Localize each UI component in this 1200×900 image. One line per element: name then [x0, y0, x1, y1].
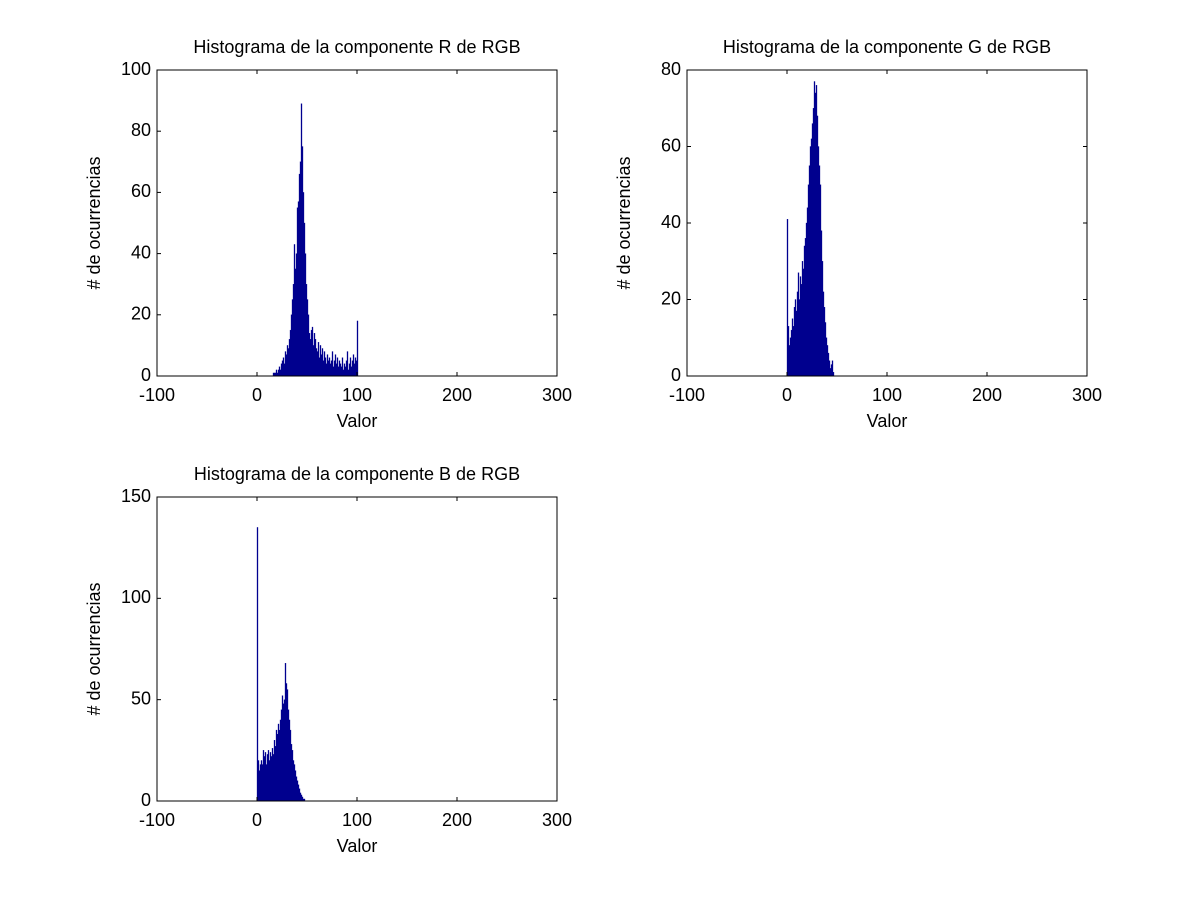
y-tick-label: 100	[121, 587, 151, 607]
bar	[830, 364, 833, 377]
x-tick-label: 200	[972, 385, 1002, 405]
bar	[800, 284, 803, 377]
bar	[786, 219, 789, 377]
chart-title: Histograma de la componente R de RGB	[193, 37, 520, 57]
bar	[814, 92, 817, 377]
bar	[812, 108, 815, 377]
bar	[805, 222, 808, 377]
y-tick-label: 0	[671, 365, 681, 385]
chart-title: Histograma de la componente B de RGB	[194, 464, 520, 484]
bar	[807, 184, 810, 377]
bar	[804, 238, 807, 377]
bar	[818, 165, 821, 377]
bar	[797, 272, 800, 377]
y-tick-label: 60	[661, 135, 681, 155]
bar	[796, 291, 799, 377]
bar	[820, 230, 823, 377]
x-tick-label: 0	[252, 385, 262, 405]
x-tick-label: 200	[442, 385, 472, 405]
bar	[811, 123, 814, 377]
x-tick-label: -100	[669, 385, 705, 405]
y-tick-label: 80	[131, 120, 151, 140]
bar	[256, 527, 259, 802]
bar	[817, 146, 820, 377]
bar	[788, 345, 791, 377]
bar	[810, 138, 813, 377]
bar	[826, 345, 829, 377]
y-tick-label: 50	[131, 688, 151, 708]
bar	[356, 320, 359, 377]
y-axis-label: # de ocurrencias	[614, 156, 634, 289]
bar	[798, 299, 801, 377]
bar	[816, 115, 819, 377]
x-tick-label: -100	[139, 810, 175, 830]
x-tick-label: 300	[542, 385, 572, 405]
y-tick-label: 40	[131, 242, 151, 262]
bar	[813, 81, 816, 377]
bar	[787, 326, 790, 377]
bar	[803, 245, 806, 377]
x-tick-label: 200	[442, 810, 472, 830]
bar	[821, 261, 824, 377]
bar	[790, 329, 793, 377]
x-axis-label: Valor	[867, 411, 908, 431]
y-tick-label: 40	[661, 212, 681, 232]
y-tick-label: 60	[131, 181, 151, 201]
y-tick-label: 80	[661, 59, 681, 79]
bar	[793, 306, 796, 377]
bar	[802, 268, 805, 377]
bar	[791, 318, 794, 377]
bar	[829, 368, 832, 377]
x-tick-label: -100	[139, 385, 175, 405]
y-tick-label: 0	[141, 365, 151, 385]
x-tick-label: 100	[342, 810, 372, 830]
bar	[799, 276, 802, 377]
bar	[823, 306, 826, 377]
bar	[827, 352, 830, 377]
bar	[792, 326, 795, 377]
y-tick-label: 20	[661, 288, 681, 308]
x-tick-label: 100	[872, 385, 902, 405]
bar	[795, 310, 798, 377]
x-axis-label: Valor	[337, 411, 378, 431]
y-axis-label: # de ocurrencias	[84, 156, 104, 289]
x-tick-label: 100	[342, 385, 372, 405]
bar	[794, 299, 797, 377]
x-tick-label: 300	[1072, 385, 1102, 405]
y-tick-label: 150	[121, 486, 151, 506]
bar	[815, 85, 818, 377]
y-tick-label: 0	[141, 790, 151, 810]
x-axis-label: Valor	[337, 836, 378, 856]
bar	[806, 207, 809, 377]
bar	[819, 184, 822, 377]
chart-title: Histograma de la componente G de RGB	[723, 37, 1051, 57]
bar	[828, 360, 831, 377]
x-tick-label: 0	[782, 385, 792, 405]
x-tick-label: 0	[252, 810, 262, 830]
bar	[809, 146, 812, 377]
bar	[832, 372, 835, 377]
x-tick-label: 300	[542, 810, 572, 830]
bar	[801, 261, 804, 377]
y-tick-label: 100	[121, 59, 151, 79]
y-axis-label: # de ocurrencias	[84, 582, 104, 715]
bar	[808, 165, 811, 377]
bar	[825, 337, 828, 377]
y-tick-label: 20	[131, 304, 151, 324]
bar	[824, 322, 827, 377]
bar	[831, 360, 834, 377]
bar	[822, 291, 825, 377]
bar	[789, 337, 792, 377]
